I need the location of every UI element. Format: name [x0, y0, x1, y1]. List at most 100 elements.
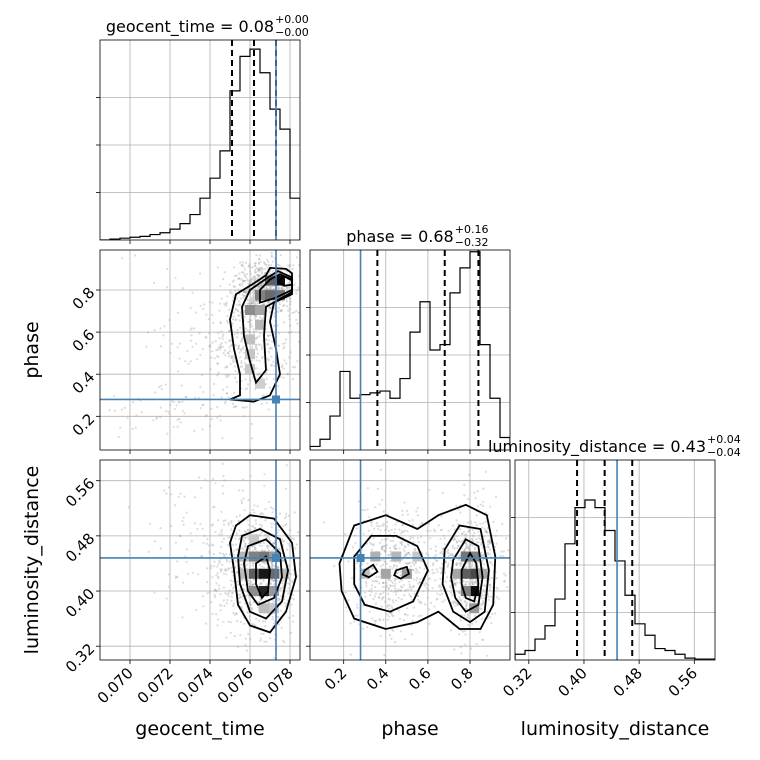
sample-point [239, 620, 242, 624]
sample-point [255, 617, 258, 621]
sample-point [176, 425, 179, 428]
sample-point [449, 585, 452, 588]
sample-point [288, 579, 291, 582]
sample-point [254, 271, 257, 274]
sample-point [224, 341, 227, 344]
sample-point [413, 606, 416, 609]
sample-point [491, 612, 494, 616]
sample-point [277, 616, 280, 619]
sample-point [365, 542, 369, 545]
sample-point [219, 552, 222, 555]
sample-point [214, 530, 217, 534]
sample-point [237, 347, 241, 350]
sample-point [253, 300, 256, 303]
sample-point [222, 620, 225, 623]
sample-point [344, 606, 348, 609]
sample-point [361, 561, 364, 564]
sample-point [281, 287, 284, 290]
sample-point [255, 315, 258, 318]
sample-point [205, 542, 208, 545]
sample-point [261, 355, 264, 358]
sample-point [185, 548, 188, 551]
sample-point [226, 392, 229, 395]
sample-point [289, 573, 293, 576]
sample-point [246, 279, 249, 282]
sample-point [285, 522, 288, 526]
sample-point [279, 254, 282, 257]
sample-point [260, 582, 263, 585]
sample-point [233, 311, 236, 314]
sample-point [241, 365, 244, 368]
sample-point [467, 561, 470, 564]
sample-point [467, 498, 470, 501]
sample-point [293, 311, 296, 314]
sample-point [288, 583, 291, 586]
sample-point [266, 334, 269, 337]
sample-point [226, 295, 229, 298]
sample-point [367, 529, 370, 532]
sample-point [224, 354, 227, 357]
sample-point [249, 637, 252, 641]
sample-point [412, 578, 415, 581]
sample-point [232, 296, 235, 299]
y-tick-label-0: 0.32 [62, 640, 98, 676]
sample-point [222, 552, 225, 555]
sample-point [176, 560, 179, 563]
sample-point [242, 478, 245, 481]
density-cell [269, 568, 279, 579]
sample-point [165, 492, 168, 495]
sample-point [334, 350, 336, 352]
sample-point [250, 299, 253, 302]
sample-point [372, 537, 375, 540]
sample-point [442, 534, 445, 537]
sample-point [255, 299, 258, 302]
contour-6 [361, 563, 379, 579]
sample-point [436, 592, 439, 595]
sample-point [433, 555, 436, 558]
sample-point [488, 588, 491, 591]
sample-point [269, 287, 272, 290]
sample-point [268, 545, 271, 548]
sample-point [399, 617, 402, 620]
sample-point [250, 300, 253, 303]
sample-point [443, 537, 446, 540]
sample-point [232, 285, 235, 288]
density-cell [259, 586, 269, 597]
sample-point [265, 583, 268, 586]
y-tick-label-3: 0.56 [62, 474, 98, 510]
sample-point [154, 540, 157, 543]
sample-point [259, 269, 262, 272]
sample-point [178, 401, 181, 404]
truth-marker [356, 553, 365, 562]
sample-point [453, 648, 456, 651]
sample-point [448, 555, 451, 558]
sample-point [232, 358, 235, 362]
sample-point [224, 592, 227, 595]
sample-point [291, 311, 294, 315]
sample-point [255, 347, 258, 350]
x-axis-label-geocent_time: geocent_time [135, 718, 264, 740]
sample-point [386, 525, 389, 528]
sample-point [466, 547, 469, 550]
sample-point [499, 554, 502, 557]
sample-point [185, 395, 188, 398]
sample-point [404, 553, 407, 556]
sample-point [211, 612, 214, 616]
sample-point [461, 630, 465, 633]
sample-point [313, 311, 315, 313]
sample-point [230, 570, 234, 574]
sample-point [415, 510, 418, 513]
sample-point [176, 575, 179, 579]
sample-point [217, 563, 220, 566]
sample-point [238, 514, 241, 517]
sample-point [426, 596, 429, 600]
sample-point [268, 288, 271, 291]
sample-point [439, 566, 442, 570]
sample-point [225, 573, 228, 576]
sample-point [273, 365, 276, 368]
sample-point [252, 330, 255, 333]
sample-point [293, 283, 296, 286]
sample-point [113, 395, 116, 398]
sample-point [459, 511, 462, 514]
sample-point [252, 545, 255, 548]
